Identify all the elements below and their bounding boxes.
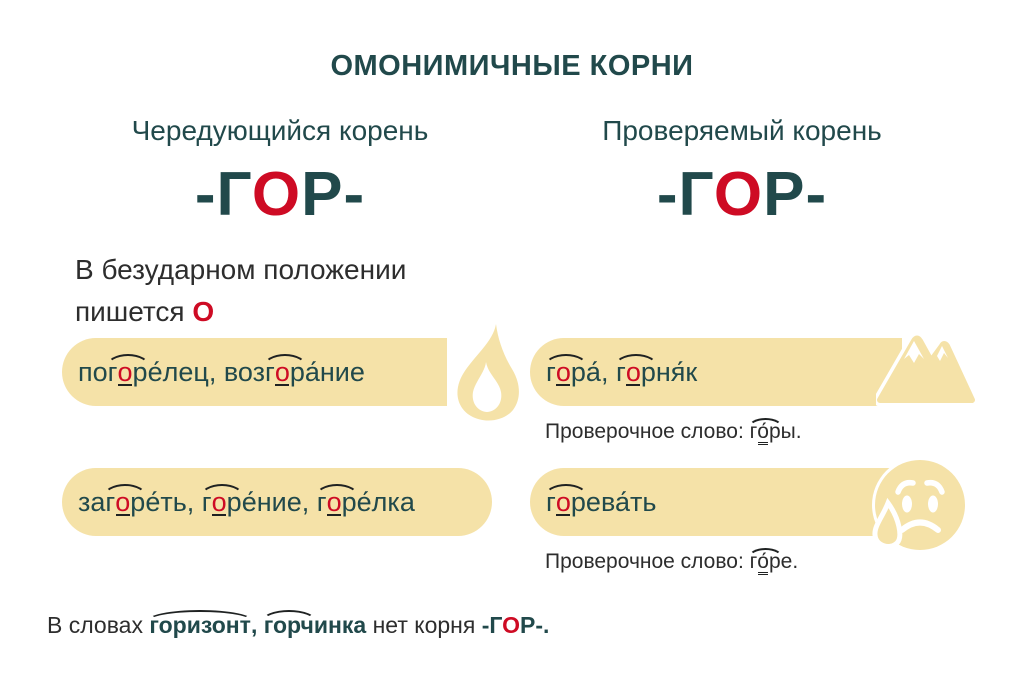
unstressed-rule-note: В безударном положении пишется О: [75, 254, 407, 327]
check-word-note-1: Проверочное слово: го́ры.: [545, 417, 802, 446]
mountain-icon: [876, 332, 976, 407]
sad-face-icon: [872, 457, 968, 553]
checked-examples-banner-1: гора́, горня́к: [530, 332, 976, 407]
checked-root-gor: -ГОР-: [656, 160, 828, 229]
checked-examples-banner-2: горева́ть: [530, 457, 968, 553]
right-column-heading: Проверяемый корень: [602, 115, 882, 146]
example-words: загоре́ть, горе́ние, горе́лка: [78, 483, 415, 517]
page-title: ОМОНИМИЧНЫЕ КОРНИ: [330, 50, 694, 82]
alternating-examples-banner-1: погоре́лец, возгора́ние: [62, 324, 519, 421]
example-words: погоре́лец, возгора́ние: [78, 353, 365, 387]
footer-note: В словах горизонт, горчинка нет корня -Г…: [47, 609, 550, 638]
check-word-note-2: Проверочное слово: го́ре.: [545, 547, 799, 576]
left-column-heading: Чередующийся корень: [131, 115, 429, 146]
example-words: гора́, горня́к: [544, 353, 698, 387]
alternating-examples-banner-2: загоре́ть, горе́ние, горе́лка: [62, 468, 492, 536]
example-words: горева́ть: [544, 483, 657, 517]
flame-icon: [457, 324, 519, 421]
alternating-root-gor: -ГОР-: [194, 160, 366, 229]
